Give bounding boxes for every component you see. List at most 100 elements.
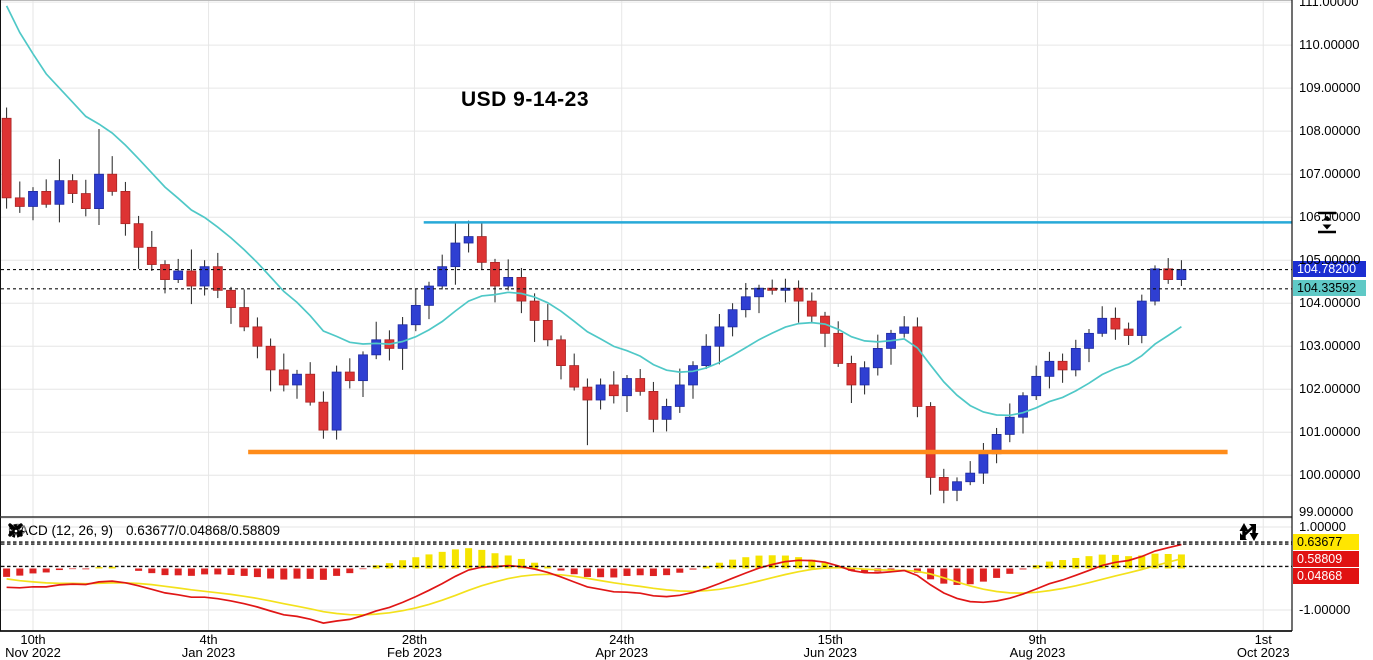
macd-histogram-bar <box>649 568 657 577</box>
macd-histogram-bar <box>583 568 591 577</box>
candle-body <box>806 300 817 317</box>
candle-body <box>371 339 382 356</box>
candle-body <box>1 117 12 199</box>
candle-body <box>674 384 685 407</box>
macd-histogram-bar <box>1019 568 1027 570</box>
macd-histogram-bar <box>201 568 209 575</box>
macd-histogram-bar <box>1085 556 1093 569</box>
candle-body <box>54 180 65 205</box>
macd-histogram-bar <box>610 568 618 578</box>
ma-price-badge: 104.33592 <box>1293 280 1366 296</box>
candle-body <box>450 242 461 268</box>
macd-histogram-bar <box>55 568 63 571</box>
macd-histogram-bar <box>1164 553 1172 569</box>
macd-histogram-bar <box>412 557 420 569</box>
candle-body <box>1031 375 1042 397</box>
candle-body <box>899 326 910 334</box>
candle-body <box>648 391 659 420</box>
macd-histogram-bar <box>636 568 644 576</box>
date-tick-day: 10th <box>20 632 46 647</box>
macd-histogram-bar <box>702 566 710 569</box>
candle-body <box>318 401 329 431</box>
macd-histogram-bar <box>755 555 763 569</box>
line-drag-handle-icon[interactable] <box>1315 211 1339 234</box>
candle-body <box>833 332 844 364</box>
macd-values: 0.63677/0.04868/0.58809 <box>126 523 280 538</box>
candle-body <box>28 191 38 207</box>
candle-body <box>965 472 976 483</box>
macd-histogram-bar <box>187 568 195 576</box>
candle-body <box>727 309 738 328</box>
macd-histogram-bar <box>531 562 539 569</box>
candle-body <box>503 277 514 287</box>
candle-body <box>793 287 804 302</box>
macd-histogram-bar <box>1138 555 1146 569</box>
macd-histogram-bar <box>161 568 169 576</box>
macd-label: MACD (12, 26, 9) <box>8 523 114 538</box>
macd-histogram-bar <box>544 566 552 569</box>
candle-body <box>358 354 368 382</box>
date-tick-monthyear: Aug 2023 <box>1009 645 1066 660</box>
macd-histogram-bar <box>966 568 974 585</box>
settings-icon[interactable] <box>8 523 24 539</box>
macd-histogram-bar <box>517 558 525 569</box>
macd-histogram-bar <box>42 568 50 573</box>
macd-histogram-bar <box>1006 568 1014 574</box>
candle-body <box>1150 268 1160 302</box>
price-tick-label: 103.00000 <box>1299 338 1361 354</box>
date-tick-monthyear: Oct 2023 <box>1236 645 1290 660</box>
macd-histogram-bar <box>953 568 961 585</box>
candle-body <box>14 197 25 207</box>
candle-body <box>107 173 118 192</box>
macd-histogram-bar <box>1125 556 1133 569</box>
macd-histogram-bar <box>359 568 367 570</box>
macd-histogram-bar <box>293 568 301 579</box>
macd-histogram-bar <box>768 555 776 569</box>
macd-histogram-bar <box>267 568 275 579</box>
candle-body <box>344 371 355 382</box>
macd-histogram-bar <box>993 568 1001 578</box>
macd-histogram-bar <box>148 568 156 574</box>
candle-body <box>265 345 276 371</box>
price-tick-label: 107.00000 <box>1299 166 1361 182</box>
macd-histogram-bar <box>742 557 750 569</box>
price-tick-label: 100.00000 <box>1299 467 1361 483</box>
price-tick-label: 108.00000 <box>1299 123 1361 139</box>
macd-histogram-bar <box>1059 560 1067 569</box>
macd-histogram-bar <box>821 562 829 569</box>
macd-hist-badge: 0.04868 <box>1293 568 1359 584</box>
macd-signal-badge: 0.58809 <box>1293 551 1359 567</box>
candle-body <box>239 307 250 328</box>
candle-body <box>938 477 949 491</box>
candle-body <box>186 270 197 287</box>
macd-histogram-bar <box>1098 554 1106 569</box>
macd-histogram-bar <box>214 568 222 575</box>
macd-histogram-bar <box>95 567 103 569</box>
macd-histogram-bar <box>940 568 948 584</box>
macd-histogram-bar <box>438 551 446 569</box>
candle-body <box>1136 300 1147 336</box>
macd-histogram-bar <box>346 568 354 574</box>
candle-body <box>529 300 540 321</box>
expand-icon[interactable] <box>1238 523 1258 541</box>
candle-body <box>94 173 104 210</box>
macd-line <box>6 543 1182 624</box>
candle-body <box>740 296 751 311</box>
macd-histogram-bar <box>227 568 235 575</box>
macd-histogram-bar <box>570 568 578 575</box>
candle-wicks <box>6 107 1182 504</box>
macd-histogram-bar <box>663 568 671 576</box>
candle-body <box>1018 395 1028 418</box>
candle-body <box>688 365 698 386</box>
macd-histogram-bar <box>399 560 407 569</box>
price-tick-label: 110.00000 <box>1299 37 1360 53</box>
macd-histogram-bar <box>478 549 486 569</box>
price-tick-label: 111.00000 <box>1299 0 1359 10</box>
candle-body <box>410 304 421 326</box>
candle-body <box>1057 360 1068 371</box>
candle-body <box>1176 269 1187 280</box>
candle-body <box>846 363 857 386</box>
macd-histogram-bar <box>623 568 631 576</box>
macd-histogram-bar <box>240 568 248 576</box>
